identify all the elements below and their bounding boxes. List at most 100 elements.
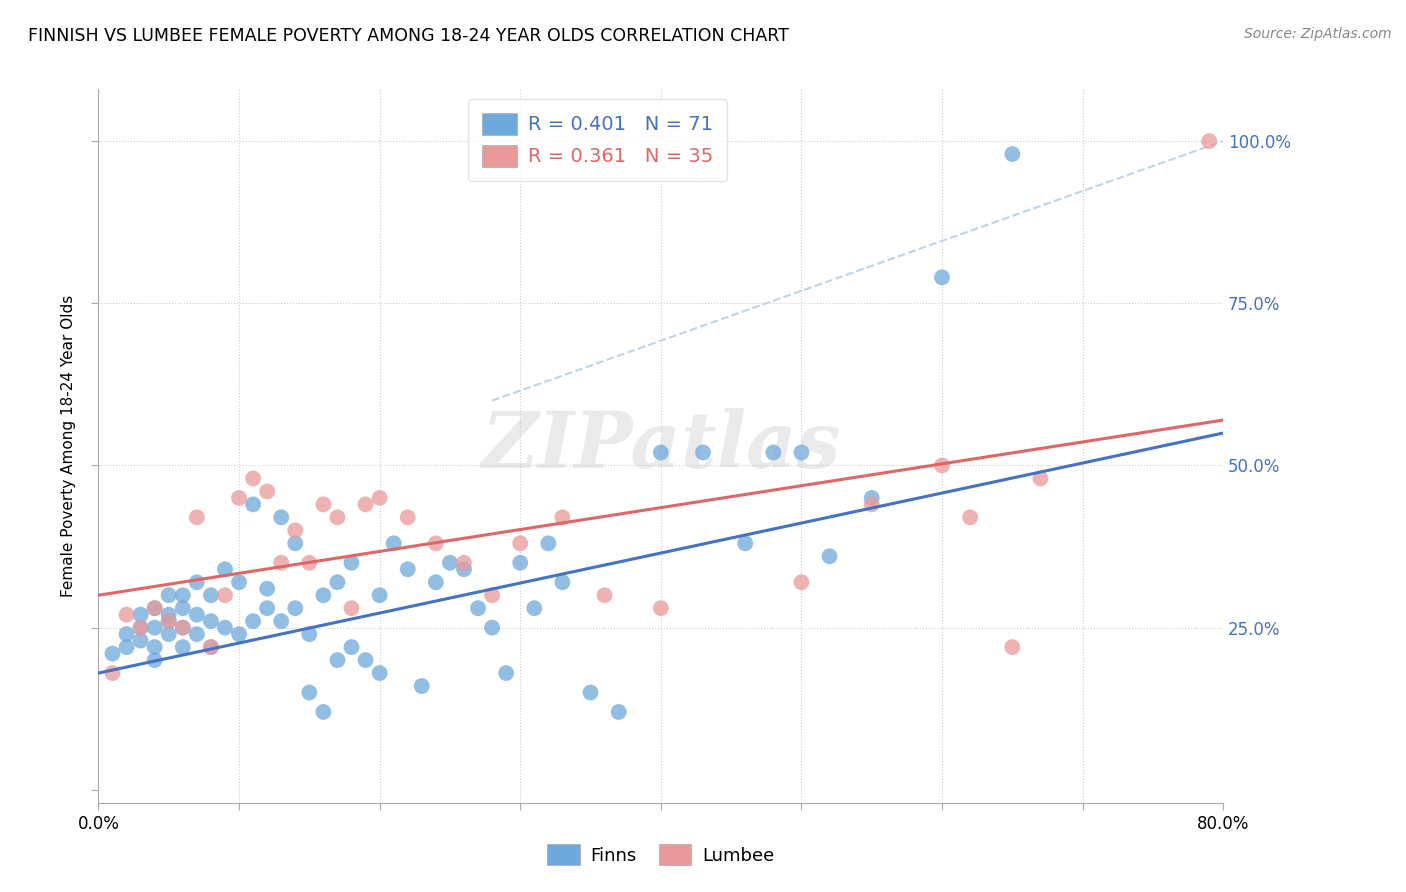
Point: [453, 556, 475, 570]
Point: [467, 601, 489, 615]
Point: [396, 510, 419, 524]
Point: [172, 601, 194, 615]
Point: [734, 536, 756, 550]
Point: [228, 575, 250, 590]
Point: [312, 497, 335, 511]
Point: [143, 621, 166, 635]
Point: [270, 614, 292, 628]
Point: [115, 607, 138, 622]
Point: [607, 705, 630, 719]
Point: [354, 653, 377, 667]
Point: [340, 640, 363, 654]
Point: [228, 627, 250, 641]
Point: [214, 562, 236, 576]
Point: [129, 621, 152, 635]
Point: [284, 536, 307, 550]
Point: [256, 601, 278, 615]
Point: [172, 621, 194, 635]
Point: [143, 601, 166, 615]
Point: [481, 621, 503, 635]
Point: [157, 614, 180, 628]
Legend: Finns, Lumbee: Finns, Lumbee: [540, 837, 782, 872]
Point: [425, 575, 447, 590]
Point: [551, 510, 574, 524]
Point: [228, 491, 250, 505]
Point: [157, 627, 180, 641]
Point: [411, 679, 433, 693]
Point: [270, 510, 292, 524]
Point: [692, 445, 714, 459]
Point: [129, 607, 152, 622]
Point: [762, 445, 785, 459]
Point: [396, 562, 419, 576]
Point: [312, 588, 335, 602]
Point: [143, 640, 166, 654]
Point: [959, 510, 981, 524]
Point: [1001, 147, 1024, 161]
Point: [453, 562, 475, 576]
Text: ZIPatlas: ZIPatlas: [481, 408, 841, 484]
Point: [790, 445, 813, 459]
Point: [425, 536, 447, 550]
Point: [101, 647, 124, 661]
Point: [551, 575, 574, 590]
Y-axis label: Female Poverty Among 18-24 Year Olds: Female Poverty Among 18-24 Year Olds: [60, 295, 76, 597]
Point: [284, 524, 307, 538]
Point: [115, 640, 138, 654]
Point: [129, 633, 152, 648]
Point: [186, 575, 208, 590]
Point: [242, 471, 264, 485]
Point: [790, 575, 813, 590]
Point: [579, 685, 602, 699]
Point: [1001, 640, 1024, 654]
Point: [481, 588, 503, 602]
Text: Source: ZipAtlas.com: Source: ZipAtlas.com: [1244, 27, 1392, 41]
Point: [368, 666, 391, 681]
Point: [818, 549, 841, 564]
Point: [256, 582, 278, 596]
Point: [298, 685, 321, 699]
Point: [157, 607, 180, 622]
Point: [298, 627, 321, 641]
Point: [242, 614, 264, 628]
Point: [860, 491, 883, 505]
Point: [270, 556, 292, 570]
Point: [509, 536, 531, 550]
Point: [382, 536, 405, 550]
Text: FINNISH VS LUMBEE FEMALE POVERTY AMONG 18-24 YEAR OLDS CORRELATION CHART: FINNISH VS LUMBEE FEMALE POVERTY AMONG 1…: [28, 27, 789, 45]
Point: [1029, 471, 1052, 485]
Point: [439, 556, 461, 570]
Point: [256, 484, 278, 499]
Point: [931, 270, 953, 285]
Point: [931, 458, 953, 473]
Point: [172, 588, 194, 602]
Point: [143, 653, 166, 667]
Point: [186, 607, 208, 622]
Point: [340, 601, 363, 615]
Point: [284, 601, 307, 615]
Point: [593, 588, 616, 602]
Point: [368, 588, 391, 602]
Point: [186, 627, 208, 641]
Point: [157, 614, 180, 628]
Point: [537, 536, 560, 550]
Point: [214, 621, 236, 635]
Point: [326, 510, 349, 524]
Point: [200, 640, 222, 654]
Point: [326, 575, 349, 590]
Point: [340, 556, 363, 570]
Point: [1198, 134, 1220, 148]
Point: [368, 491, 391, 505]
Point: [172, 640, 194, 654]
Point: [650, 601, 672, 615]
Point: [298, 556, 321, 570]
Point: [143, 601, 166, 615]
Point: [157, 588, 180, 602]
Point: [509, 556, 531, 570]
Point: [129, 621, 152, 635]
Point: [214, 588, 236, 602]
Point: [354, 497, 377, 511]
Point: [115, 627, 138, 641]
Point: [200, 614, 222, 628]
Point: [312, 705, 335, 719]
